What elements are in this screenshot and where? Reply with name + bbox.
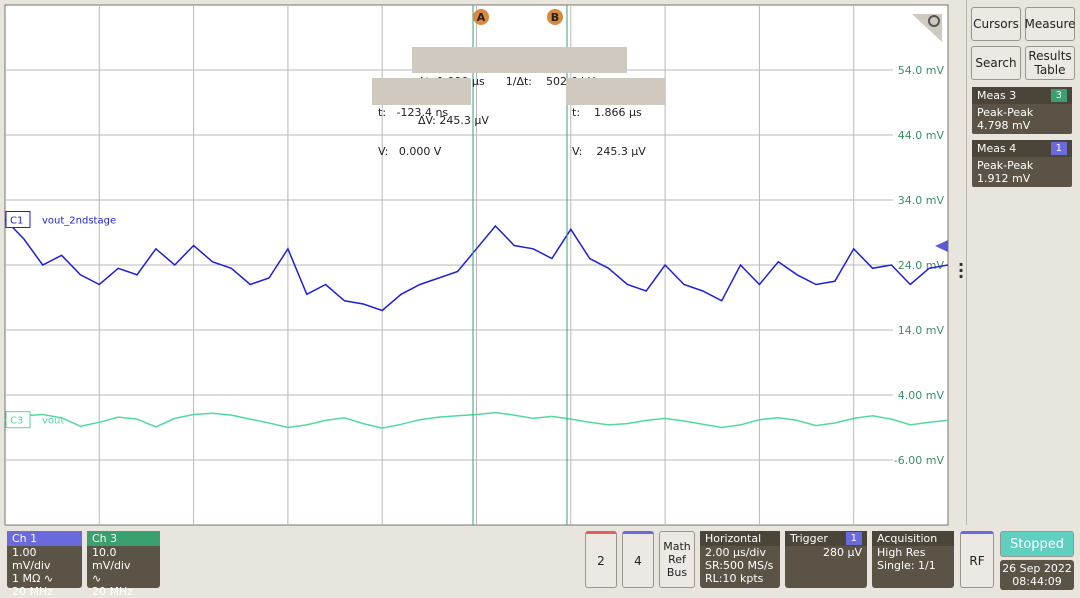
cursor-a-volt: V: 0.000 V: [378, 145, 442, 158]
measurement-source: 1: [1050, 142, 1067, 155]
zoom-icon: [928, 15, 940, 27]
ch1-title: Ch 1: [7, 531, 82, 546]
ch3-coupling: ∿: [92, 572, 102, 585]
acquisition-count: Single: 1/1: [877, 559, 936, 572]
y-tick-label: 24.0 mV: [898, 259, 945, 272]
horizontal-box[interactable]: Horizontal 2.00 µs/div SR:500 MS/s RL:10…: [700, 531, 780, 588]
channel-badge-box: [5, 211, 31, 228]
ch1-scale: 1.00 mV/div: [12, 546, 51, 572]
measurement-header: Meas 3 3: [972, 87, 1072, 104]
cursor-b-label: B: [551, 11, 559, 24]
measure-button[interactable]: Measure: [1025, 7, 1076, 41]
time: 08:44:09: [1012, 575, 1062, 588]
channel-badge: C3: [10, 416, 23, 427]
acquisition-box[interactable]: Acquisition High Res Single: 1/1: [872, 531, 954, 588]
y-tick-label: 54.0 mV: [898, 64, 945, 77]
acquisition-title: Acquisition: [872, 531, 954, 546]
waveform-display: 54.0 mV 44.0 mV 34.0 mV 24.0 mV 14.0 mV 4.00 …: [4, 4, 949, 526]
channel-badge-box: [5, 411, 31, 429]
measurement-title: Meas 3: [977, 89, 1017, 102]
ch3-title: Ch 3: [87, 531, 160, 546]
horizontal-scale: 2.00 µs/div: [705, 546, 766, 559]
ch2-button[interactable]: 2: [585, 531, 617, 588]
y-tick-label: -6.00 mV: [894, 454, 945, 467]
trace: [4, 218, 949, 312]
cursor-b-readout: t: 1.866 µs V: 245.3 µV: [566, 78, 665, 158]
trigger-title: Trigger: [790, 532, 828, 545]
cursor-delta-readout: Δt: 1.990 µs 1/Δt: 502.6 kHz ΔV: 245.3 µ…: [412, 47, 627, 127]
date: 26 Sep 2022: [1002, 562, 1072, 575]
channel-badge: C1: [10, 216, 23, 227]
search-button[interactable]: Search: [971, 46, 1021, 80]
cursor-a-time: t: -123.4 ns: [378, 106, 449, 119]
cursor-a-readout: t: -123.4 ns V: 0.000 V: [372, 78, 471, 158]
measurement-kind: Peak-Peak: [977, 106, 1034, 119]
results-table-button[interactable]: Results Table: [1025, 46, 1075, 80]
cursor-a-handle[interactable]: [473, 9, 489, 25]
acquisition-mode: High Res: [877, 546, 926, 559]
ch1-termination: 1 MΩ ∿: [12, 572, 54, 585]
record-length: RL:10 kpts: [705, 572, 764, 585]
zoom-corner[interactable]: [912, 14, 942, 42]
rf-button[interactable]: RF: [960, 531, 994, 588]
y-tick-label: 34.0 mV: [898, 194, 945, 207]
datetime: 26 Sep 2022 08:44:09: [1000, 560, 1074, 590]
horizontal-title: Horizontal: [700, 531, 780, 546]
ch3-bandwidth: 20 MHz: [92, 585, 134, 598]
math-ref-bus-button[interactable]: Math Ref Bus: [659, 531, 695, 588]
measurement-source: 3: [1050, 89, 1067, 102]
ch1-trigger-marker: [935, 240, 948, 252]
measurement-title: Meas 4: [977, 142, 1017, 155]
measurement-value: 4.798 mV: [977, 119, 1031, 132]
trigger-level: 280 µV: [822, 546, 862, 559]
ch4-button[interactable]: 4: [622, 531, 654, 588]
cursor-a-label: A: [477, 11, 486, 24]
ch3-box[interactable]: Ch 3 10.0 mV/div ∿ 20 MHz: [87, 531, 160, 598]
trace: [4, 411, 949, 429]
cursor-b-volt: V: 245.3 µV: [572, 145, 646, 158]
delta-v-text: ΔV: 245.3 µV: [418, 114, 489, 127]
measurement-list: Meas 3 3 Peak-Peak 4.798 mV Meas 4 1 Peak-Peak…: [972, 87, 1072, 193]
y-tick-label: 4.00 mV: [898, 389, 945, 402]
measurement-value: 1.912 mV: [977, 172, 1031, 185]
measurement[interactable]: Meas 4 1 Peak-Peak 1.912 mV: [972, 140, 1072, 187]
trigger-source: 1: [845, 532, 862, 545]
ch1-box[interactable]: Ch 1 1.00 mV/div 1 MΩ ∿ 20 MHz: [7, 531, 82, 598]
trigger-box[interactable]: Trigger 1 280 µV: [785, 531, 867, 588]
cursor-b-handle[interactable]: [547, 9, 563, 25]
side-handle[interactable]: · · ·: [958, 255, 965, 286]
measurement[interactable]: Meas 3 3 Peak-Peak 4.798 mV: [972, 87, 1072, 134]
y-tick-label: 44.0 mV: [898, 129, 945, 142]
y-tick-label: 14.0 mV: [898, 324, 945, 337]
measurement-kind: Peak-Peak: [977, 159, 1034, 172]
run-stop-button[interactable]: Stopped: [1000, 531, 1074, 557]
cursor-b-time: t: 1.866 µs: [572, 106, 642, 119]
measurement-header: Meas 4 1: [972, 140, 1072, 157]
side-divider: [966, 0, 967, 525]
ch1-bandwidth: 20 MHz: [12, 585, 54, 598]
sample-rate: SR:500 MS/s: [705, 559, 774, 572]
trace-label: vout_2ndstage: [42, 216, 116, 227]
cursors-button[interactable]: Cursors: [971, 7, 1021, 41]
trace-label: vout: [42, 416, 64, 427]
ch3-scale: 10.0 mV/div: [92, 546, 131, 572]
